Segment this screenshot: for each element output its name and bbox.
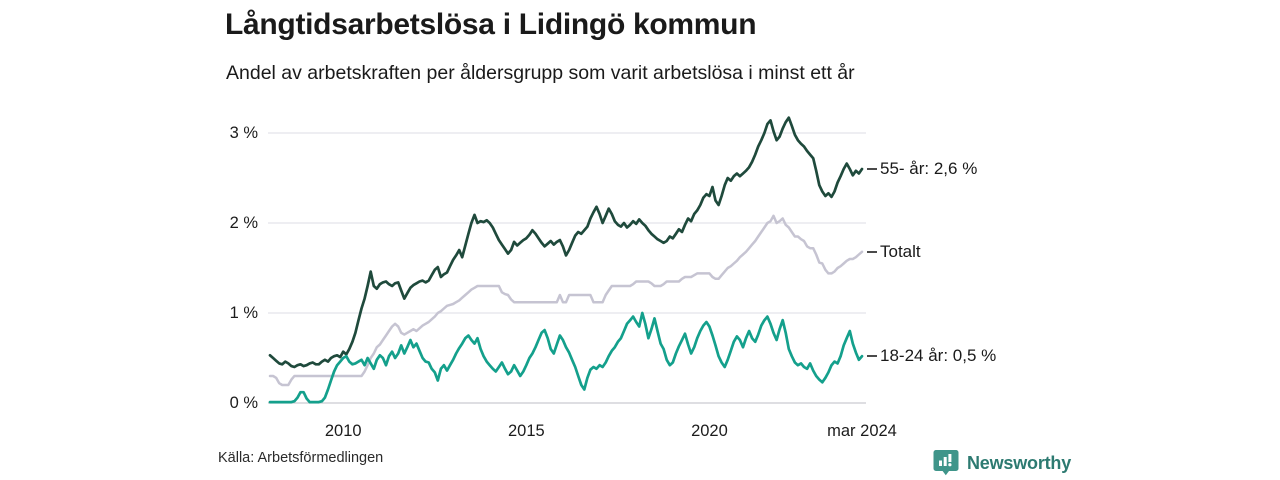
series-label-18-24-år: 18-24 år: 0,5 % [880,346,997,366]
series-line-Totalt [268,214,864,387]
x-tick-label-2020: 2020 [691,422,728,440]
label-connector-dash [867,168,877,170]
series-label-55-år: 55- år: 2,6 % [880,159,978,178]
source-note: Källa: Arbetsförmedlingen [218,450,384,466]
x-tick-label-2015: 2015 [507,422,545,440]
bar-chart-pin-icon [933,450,959,476]
label-connector-dash [867,355,877,358]
y-tick-label-2: 2 % [229,214,258,232]
y-tick-label-3: 3 % [229,124,258,142]
label-connector-dash [867,250,877,253]
x-tick-label-2010: 2010 [324,422,362,440]
chart-subtitle: Andel av arbetskraften per åldersgrupp s… [226,62,855,84]
series-label-Totalt: Totalt [880,241,921,261]
y-tick-label-0: 0 % [229,394,258,412]
series-line-18-24-år [268,311,864,404]
y-tick-label-1: 1 % [229,304,258,322]
x-tick-label-mar-2024: mar 2024 [827,422,897,440]
chart-title: Långtidsarbetslösa i Lidingö kommun [225,8,757,41]
brand-name: Newsworthy [967,452,1072,473]
newsworthy-brand: Newsworthy [933,449,1071,477]
series-line-55-år [268,116,864,369]
